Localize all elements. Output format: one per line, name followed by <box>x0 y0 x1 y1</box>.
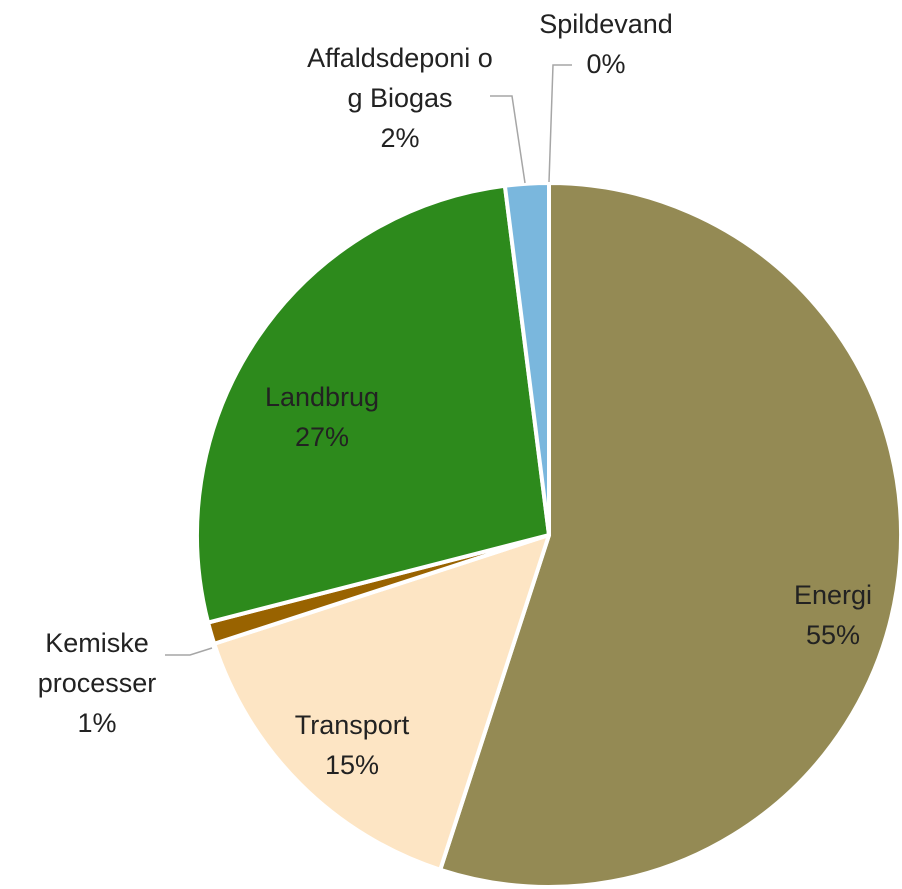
leader-line <box>548 64 572 183</box>
slice-label: Landbrug 27% <box>265 377 379 457</box>
slice-label: Transport 15% <box>295 705 410 785</box>
slice-label: Spildevand 0% <box>539 4 673 84</box>
category-label: Affaldsdeponi og Biogas <box>307 43 493 113</box>
slice-label: Energi 55% <box>794 575 872 655</box>
slice-label: Affaldsdeponi og Biogas 2% <box>300 38 500 158</box>
category-label: Energi <box>793 580 873 610</box>
value-label: 55% <box>805 620 861 650</box>
pie-slice <box>212 533 551 872</box>
category-label: Kemiske processer <box>37 628 157 698</box>
leader-line <box>165 647 213 656</box>
slice-label: Kemiske processer 1% <box>12 623 182 743</box>
value-label: 2% <box>380 123 420 153</box>
category-label: Spildevand <box>539 9 673 39</box>
value-label: 27% <box>294 422 350 452</box>
category-label: Landbrug <box>264 382 380 412</box>
value-label: 1% <box>77 708 117 738</box>
pie-slice <box>195 183 551 625</box>
leader-line <box>490 95 526 184</box>
value-label: 15% <box>324 750 380 780</box>
category-label: Transport <box>294 710 410 740</box>
pie-slice <box>438 181 902 889</box>
value-label: 0% <box>586 49 626 79</box>
